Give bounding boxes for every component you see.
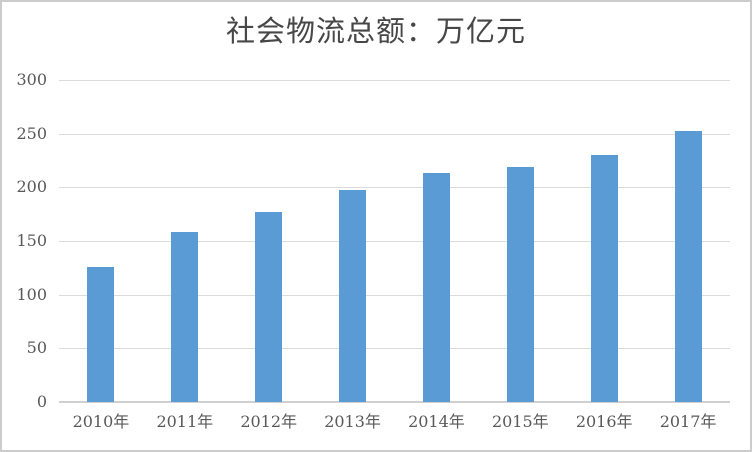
gridline (59, 80, 730, 81)
y-axis-tick-label: 150 (16, 231, 47, 250)
bar-slot (395, 80, 479, 402)
bar-slot (59, 80, 143, 402)
x-axis-tick-label: 2017年 (659, 412, 717, 431)
gridline (59, 294, 730, 296)
bar-2011年 (171, 231, 199, 402)
chart-title: 社会物流总额：万亿元 (225, 14, 526, 48)
bar-slot (311, 80, 395, 402)
bar-series (59, 80, 730, 402)
x-axis-tick-label: 2015年 (491, 412, 549, 431)
plot-area: 0 50 100 150 200 250 300 2010年 2011年 2012年 2013年 2… (16, 72, 730, 431)
y-axis-tick-label: 200 (16, 177, 47, 197)
y-axis-tick-label: 100 (16, 284, 47, 304)
x-axis-tick-label: 2013年 (324, 412, 381, 431)
y-axis-tick-label: 300 (16, 70, 47, 89)
gridline (59, 187, 730, 189)
x-axis-tick-label: 2016年 (575, 412, 633, 431)
bar-2015年 (506, 166, 534, 402)
gridline (59, 241, 730, 242)
x-axis-line (59, 401, 730, 403)
bar-2013年 (339, 189, 367, 402)
x-axis-tick-label: 2014年 (408, 412, 465, 431)
bar-2012年 (255, 211, 283, 402)
x-axis-tick-label: 2011年 (156, 412, 214, 431)
bar-slot (143, 80, 227, 402)
gridline (59, 348, 730, 350)
gridline (59, 133, 730, 135)
y-axis-tick-label: 0 (36, 392, 47, 411)
x-axis-tick-label: 2010年 (72, 412, 130, 431)
bar-slot (227, 80, 311, 402)
bar-slot (646, 80, 730, 402)
y-axis-tick-label: 50 (26, 338, 47, 358)
bar-slot (562, 80, 646, 402)
y-axis-tick-label: 250 (16, 123, 47, 143)
x-axis-tick-label: 2012年 (240, 412, 298, 431)
bar-2016年 (590, 155, 618, 402)
bar-2010年 (87, 267, 115, 402)
bar-2014年 (422, 172, 450, 402)
bar-2017年 (674, 130, 702, 402)
x-axis: 2010年 2011年 2012年 2013年 2014年 2015年 2016年 2017年 (59, 412, 730, 432)
bar-slot (478, 80, 562, 402)
